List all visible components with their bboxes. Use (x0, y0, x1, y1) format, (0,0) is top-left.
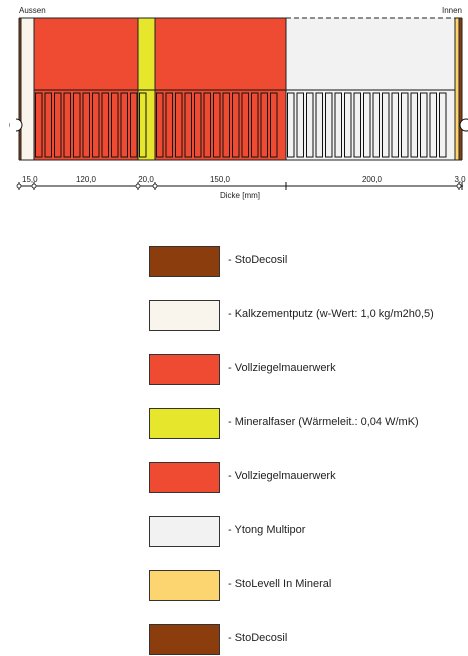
layer-6-ytong-multipor (285, 17, 455, 160)
dimension-node (456, 183, 462, 189)
brick-outline (73, 92, 81, 158)
inside-marker-circle (459, 118, 468, 132)
layer-fill (455, 18, 459, 160)
layer-fill (459, 18, 462, 160)
dimension-node (16, 183, 22, 189)
brick-outline (344, 92, 352, 158)
layer-3-vollziegelmauerwerk (33, 18, 138, 160)
dimension-label: 15,0 (22, 175, 38, 184)
brick-outline (175, 92, 183, 158)
brick-outline (372, 92, 380, 158)
brick-outline (315, 92, 323, 158)
legend-label: - StoLevell In Mineral (228, 578, 332, 590)
layer-8-stodecosil (458, 18, 462, 160)
brick-outline (82, 92, 90, 158)
brick-outline (382, 92, 390, 158)
brick-outline (439, 92, 447, 158)
brick-outline (241, 92, 249, 158)
legend-swatch (149, 246, 220, 277)
brick-outline (111, 92, 119, 158)
brick-outline (120, 92, 128, 158)
layer-fill (21, 18, 34, 160)
legend-swatch (149, 354, 220, 385)
outside-label: Aussen (19, 6, 46, 15)
brick-outline (260, 92, 268, 158)
brick-outline (213, 92, 221, 158)
brick-outline (165, 92, 173, 158)
dimension-label: 150,0 (210, 175, 231, 184)
layer-5-vollziegelmauerwerk (154, 18, 286, 160)
legend-label: - Vollziegelmauerwerk (228, 470, 336, 482)
brick-outline (429, 92, 437, 158)
dimension-node (31, 183, 37, 189)
brick-outline (232, 92, 240, 158)
layer-4-mineralfaser-w-rmeleit-0-04-w-mk (137, 18, 155, 160)
brick-outline (401, 92, 409, 158)
brick-outline (101, 92, 109, 158)
legend-label: - StoDecosil (228, 632, 288, 644)
layer-2-kalkzementputz-w-wert-1-0-kg-m2h0-5 (20, 18, 34, 160)
layer-7-stolevell-in-mineral (454, 18, 459, 160)
legend-swatch (149, 570, 220, 601)
brick-outline (130, 92, 138, 158)
brick-outline (54, 92, 62, 158)
brick-outline (334, 92, 342, 158)
legend-swatch (149, 516, 220, 547)
legend-label: - StoDecosil (228, 254, 288, 266)
brick-outline (363, 92, 371, 158)
legend-swatch (149, 408, 220, 439)
dimension-label: 20,0 (138, 175, 154, 184)
axis-title: Dicke [mm] (220, 191, 260, 200)
legend-label: - Vollziegelmauerwerk (228, 362, 336, 374)
brick-outline (222, 92, 230, 158)
brick-outline (156, 92, 164, 158)
legend-label: - Kalkzementputz (w-Wert: 1,0 kg/m2h0,5) (228, 308, 434, 320)
legend-label: - Ytong Multipor (228, 524, 306, 536)
dimension-node (135, 183, 141, 189)
brick-outline (353, 92, 361, 158)
dimension-label: 3,0 (454, 175, 466, 184)
brick-outline (391, 92, 399, 158)
brick-outline (306, 92, 314, 158)
layer-1-stodecosil (18, 18, 21, 160)
layer-fill (138, 18, 155, 160)
legend-swatch (149, 624, 220, 655)
brick-outline (35, 92, 43, 158)
brick-outline (139, 92, 147, 158)
brick-outline (296, 92, 304, 158)
layer-fill (19, 18, 21, 160)
brick-outline (63, 92, 71, 158)
legend-swatch (149, 300, 220, 331)
wall-section-diagram: 15,0 120,0 20,0 150,0 200,0 3,0 Dicke [mm] (9, 17, 468, 200)
legend-swatch (149, 462, 220, 493)
brick-outline (287, 92, 295, 158)
brick-outline (325, 92, 333, 158)
legend-label: - Mineralfaser (Wärmeleit.: 0,04 W/mK) (228, 416, 419, 428)
brick-outline (203, 92, 211, 158)
layer-fill (34, 18, 138, 160)
dimension-node (152, 183, 158, 189)
brick-outline (410, 92, 418, 158)
dimension-label: 200,0 (362, 175, 383, 184)
brick-outline (194, 92, 202, 158)
dimension-label: 120,0 (76, 175, 97, 184)
brick-outline (251, 92, 259, 158)
brick-outline (420, 92, 428, 158)
brick-outline (184, 92, 192, 158)
brick-outline (92, 92, 100, 158)
outside-marker-mask (10, 118, 16, 132)
inside-label: Innen (441, 6, 462, 15)
brick-outline (44, 92, 52, 158)
brick-outline (270, 92, 278, 158)
